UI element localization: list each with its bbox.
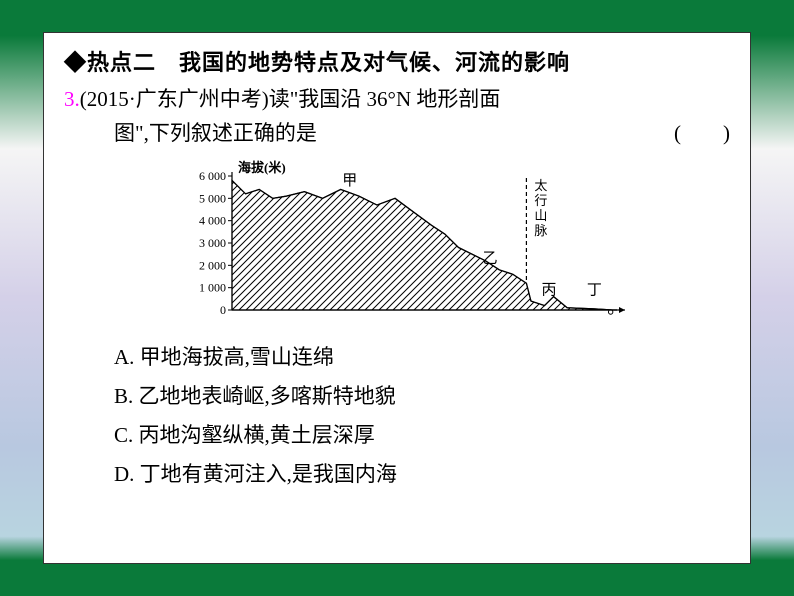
svg-text:太: 太 — [534, 178, 547, 193]
svg-text:2 000: 2 000 — [199, 259, 226, 273]
svg-text:脉: 脉 — [534, 223, 547, 238]
svg-text:丙: 丙 — [542, 283, 557, 299]
svg-text:甲: 甲 — [342, 173, 357, 189]
svg-text:丁: 丁 — [587, 283, 602, 299]
chart-container: 6 000 5 000 4 000 3 000 2 000 1 000 0 海拔(米) 太行山脉… — [64, 158, 730, 328]
hotspot-label: 热点二 — [87, 50, 156, 75]
question-source: (2015·广东广州中考) — [80, 87, 269, 111]
hotspot-title: 我国的地势特点及对气候、河流的影响 — [179, 50, 570, 75]
svg-text:3 000: 3 000 — [199, 236, 226, 250]
option-b: B. 乙地地表崎岖,多喀斯特地貌 — [114, 377, 730, 416]
diamond-icon: ◆ — [64, 50, 87, 75]
question-stem-1: 读"我国沿 36°N 地形剖面 — [269, 87, 501, 111]
svg-text:海拔(米): 海拔(米) — [238, 160, 286, 175]
svg-text:6 000: 6 000 — [199, 169, 226, 183]
section-header: ◆热点二 我国的地势特点及对气候、河流的影响 — [64, 45, 730, 77]
answer-paren: ( ) — [674, 117, 730, 151]
question-stem-2: 图",下列叙述正确的是 — [114, 117, 317, 151]
svg-text:山: 山 — [534, 208, 547, 223]
content-card: ◆热点二 我国的地势特点及对气候、河流的影响 3.(2015·广东广州中考)读"… — [43, 32, 751, 564]
question-line-2: 图",下列叙述正确的是 ( ) — [64, 117, 730, 151]
question-number: 3. — [64, 87, 80, 111]
svg-text:4 000: 4 000 — [199, 214, 226, 228]
option-a: A. 甲地海拔高,雪山连绵 — [114, 338, 730, 377]
profile-svg: 6 000 5 000 4 000 3 000 2 000 1 000 0 海拔(米) 太行山脉… — [167, 158, 627, 328]
option-c: C. 丙地沟壑纵横,黄土层深厚 — [114, 416, 730, 455]
svg-text:0: 0 — [220, 303, 226, 317]
svg-text:行: 行 — [534, 193, 547, 208]
question-line-1: 3.(2015·广东广州中考)读"我国沿 36°N 地形剖面 — [64, 83, 730, 117]
options-block: A. 甲地海拔高,雪山连绵 B. 乙地地表崎岖,多喀斯特地貌 C. 丙地沟壑纵横… — [64, 338, 730, 493]
svg-text:乙: 乙 — [483, 251, 498, 267]
terrain-profile-chart: 6 000 5 000 4 000 3 000 2 000 1 000 0 海拔(米) 太行山脉… — [167, 158, 627, 328]
svg-text:1 000: 1 000 — [199, 281, 226, 295]
svg-text:5 000: 5 000 — [199, 192, 226, 206]
option-d: D. 丁地有黄河注入,是我国内海 — [114, 455, 730, 494]
